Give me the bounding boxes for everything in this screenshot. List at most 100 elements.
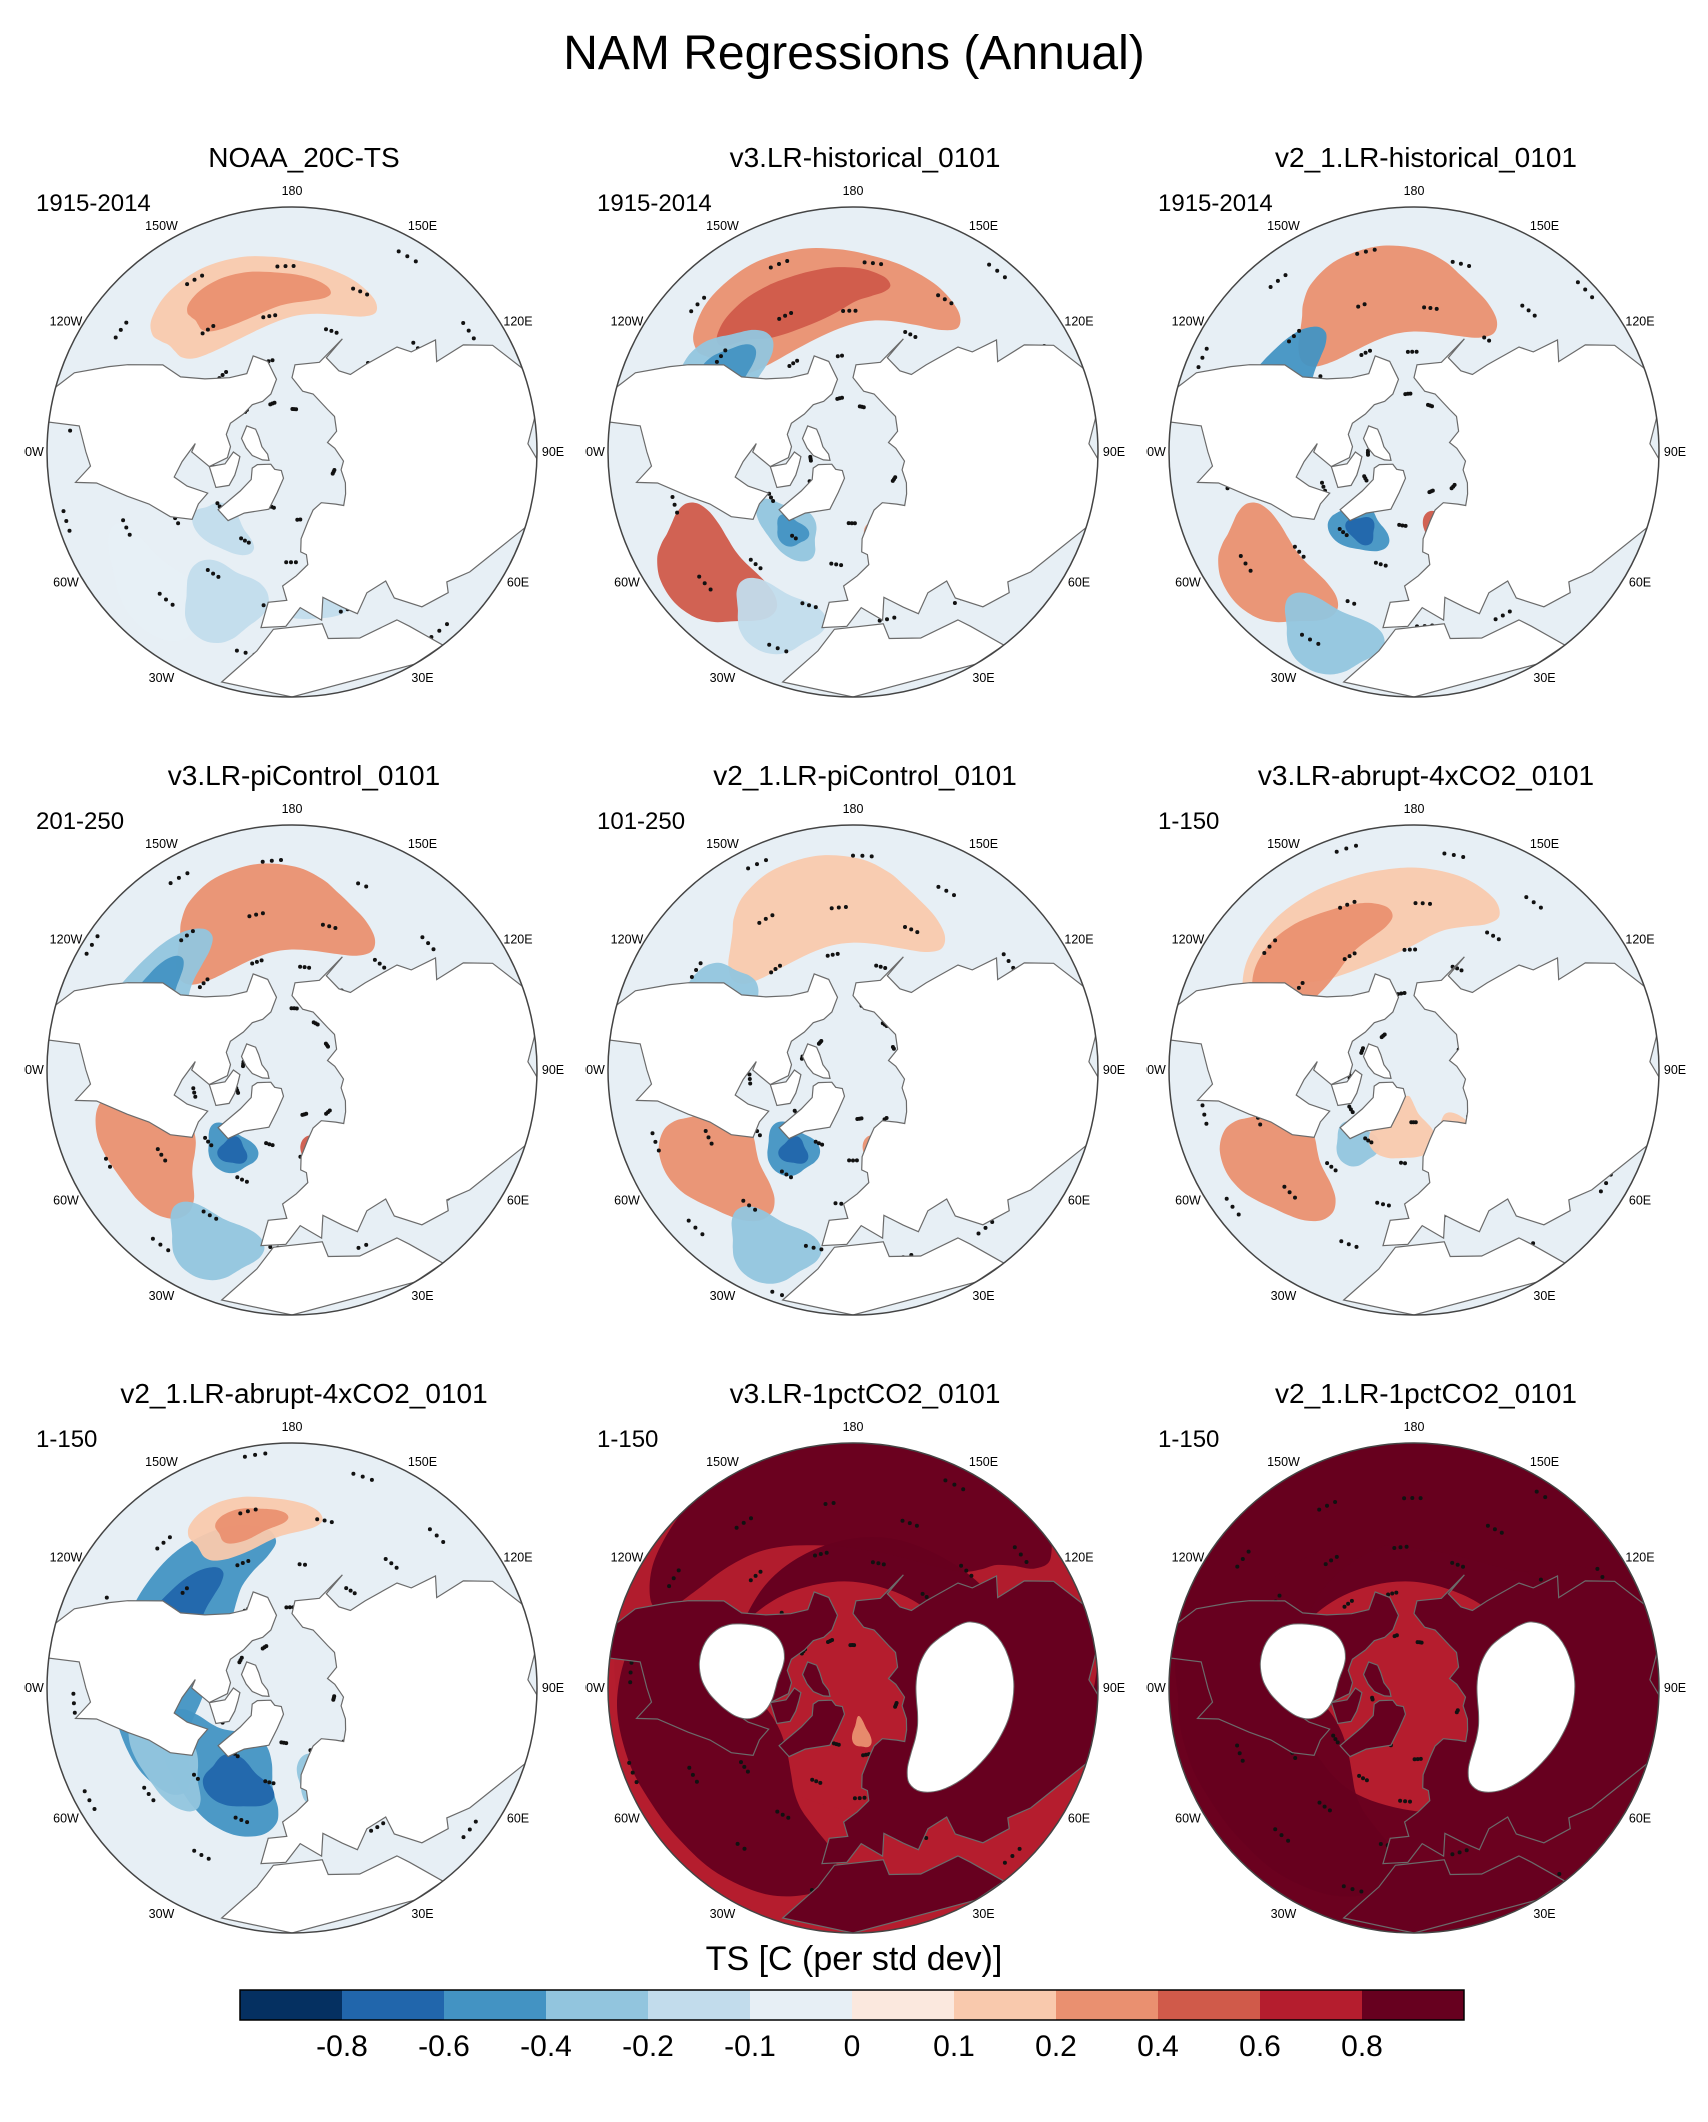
significance-dot bbox=[1331, 1733, 1336, 1738]
significance-dot bbox=[924, 1836, 929, 1840]
significance-dot bbox=[216, 574, 221, 579]
significance-dot bbox=[1604, 1181, 1609, 1186]
significance-dot bbox=[1224, 1196, 1229, 1201]
significance-dot bbox=[1450, 259, 1455, 264]
longitude-label: 120W bbox=[1172, 315, 1205, 329]
significance-dot bbox=[771, 499, 776, 503]
longitude-label: 120W bbox=[1172, 933, 1205, 947]
significance-dot bbox=[192, 1848, 197, 1853]
significance-dot bbox=[818, 1552, 823, 1556]
longitude-label: 30W bbox=[710, 671, 736, 685]
land-outline bbox=[1362, 1043, 1392, 1080]
map-border bbox=[1168, 206, 1660, 698]
significance-dot bbox=[1300, 981, 1305, 985]
longitude-label: 90E bbox=[1103, 1063, 1125, 1077]
significance-dot bbox=[748, 1578, 753, 1583]
map-panel: 180150E120E90E60E30E030W60W90W120W150Wv3… bbox=[24, 760, 584, 1320]
significance-dot bbox=[113, 335, 118, 340]
significance-dot bbox=[1402, 1496, 1407, 1501]
significance-dot bbox=[755, 862, 759, 867]
panel-title: v3.LR-piControl_0101 bbox=[167, 760, 441, 791]
significance-dot bbox=[628, 1670, 633, 1675]
significance-dot bbox=[1292, 544, 1297, 549]
significance-dot bbox=[253, 1507, 258, 1512]
significance-dot bbox=[284, 560, 289, 565]
significance-dot bbox=[1279, 1833, 1284, 1838]
land-outline bbox=[217, 463, 285, 522]
longitude-label: 90W bbox=[585, 1063, 605, 1077]
significance-dot bbox=[1368, 348, 1372, 353]
significance-dot bbox=[920, 1591, 925, 1596]
significance-dot bbox=[1575, 280, 1580, 285]
polar-map: 180150E120E90E60E30E030W60W90W120W150W bbox=[24, 1420, 564, 1934]
longitude-label: 150W bbox=[145, 837, 178, 851]
significance-dot bbox=[881, 1562, 886, 1567]
significance-dot bbox=[983, 1225, 988, 1230]
significance-dot bbox=[969, 1573, 974, 1578]
land-outline bbox=[1342, 619, 1566, 697]
significance-dot bbox=[789, 311, 794, 315]
significance-dot bbox=[695, 302, 700, 307]
significance-dot bbox=[224, 370, 229, 374]
significance-dot bbox=[1392, 1634, 1397, 1639]
significance-dot bbox=[420, 935, 425, 940]
longitude-label: 60W bbox=[53, 1194, 79, 1208]
longitude-label: 60E bbox=[1629, 1194, 1651, 1208]
significance-dot bbox=[1450, 1852, 1455, 1857]
significance-dot bbox=[851, 1158, 855, 1163]
longitude-label: 150W bbox=[706, 1455, 739, 1469]
significance-dot bbox=[1325, 1161, 1330, 1166]
significance-dot bbox=[201, 1209, 206, 1214]
significance-dot bbox=[1200, 1103, 1205, 1108]
significance-dot bbox=[694, 1779, 699, 1784]
significance-dot bbox=[936, 293, 941, 298]
significance-dot bbox=[748, 1081, 753, 1086]
land-outline bbox=[1339, 1081, 1407, 1140]
significance-dot bbox=[800, 601, 805, 606]
significance-dot bbox=[676, 1568, 681, 1573]
significance-dot bbox=[878, 964, 883, 969]
significance-dot bbox=[466, 328, 471, 333]
significance-dot bbox=[1526, 308, 1531, 313]
significance-dot bbox=[857, 404, 862, 409]
significance-dot bbox=[1308, 637, 1312, 642]
significance-dot bbox=[329, 328, 334, 333]
significance-dot bbox=[64, 519, 69, 523]
significance-dot bbox=[836, 1742, 841, 1747]
panel-period: 1915-2014 bbox=[597, 190, 712, 217]
significance-dot bbox=[723, 348, 728, 353]
significance-dot bbox=[1322, 1804, 1327, 1809]
significance-dot bbox=[1458, 261, 1463, 266]
land-outline bbox=[769, 451, 802, 489]
panel-period: 1-150 bbox=[1158, 808, 1220, 835]
significance-dot bbox=[215, 501, 220, 506]
longitude-label: 60W bbox=[614, 1194, 640, 1208]
colorbar-tick-label: -0.2 bbox=[622, 2030, 674, 2063]
significance-dot bbox=[1338, 905, 1343, 910]
significance-dot bbox=[1287, 339, 1291, 344]
longitude-label: 180 bbox=[1404, 1420, 1425, 1434]
significance-dot bbox=[793, 536, 798, 541]
significance-dot bbox=[1268, 285, 1273, 289]
significance-dot bbox=[431, 947, 436, 952]
significance-dot bbox=[770, 913, 775, 918]
significance-dot bbox=[1283, 273, 1288, 278]
significance-dot bbox=[1452, 482, 1457, 487]
longitude-label: 60W bbox=[614, 1812, 640, 1826]
significance-dot bbox=[943, 1478, 948, 1483]
significance-dot bbox=[195, 1776, 200, 1781]
longitude-label: 30E bbox=[1533, 1289, 1555, 1303]
significance-dot bbox=[184, 1586, 189, 1591]
significance-dot bbox=[239, 536, 244, 541]
land-outline bbox=[217, 1081, 285, 1140]
significance-dot bbox=[247, 914, 252, 919]
longitude-label: 150E bbox=[1530, 219, 1559, 233]
significance-dot bbox=[810, 1777, 815, 1782]
significance-dot bbox=[297, 1562, 302, 1567]
significance-dot bbox=[1595, 1566, 1600, 1571]
longitude-label: 60W bbox=[1175, 1194, 1201, 1208]
longitude-label: 120W bbox=[50, 933, 83, 947]
significance-dot bbox=[1400, 523, 1405, 528]
significance-dot bbox=[1403, 523, 1408, 528]
significance-dot bbox=[742, 1764, 747, 1769]
